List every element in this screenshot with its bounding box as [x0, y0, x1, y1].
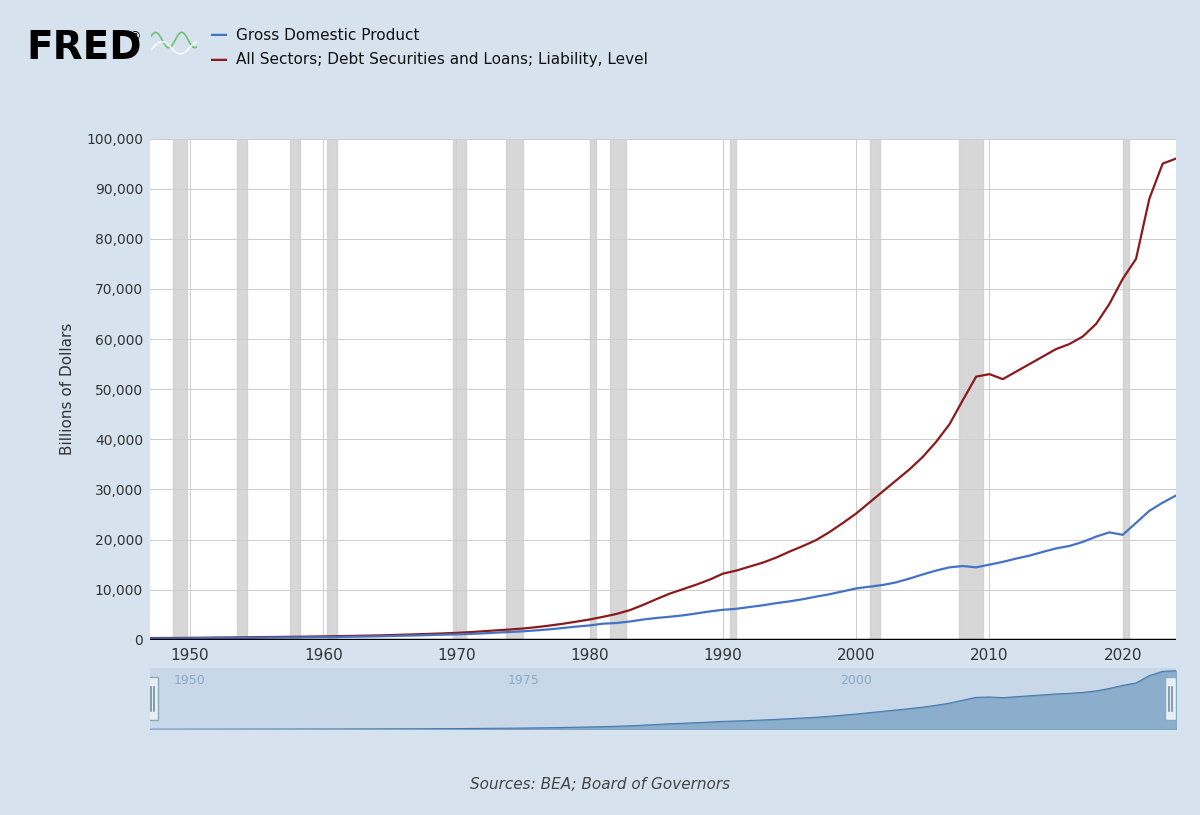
- Bar: [960, 139, 983, 640]
- Bar: [1123, 139, 1129, 640]
- Text: 1975: 1975: [508, 675, 539, 687]
- Bar: [290, 139, 300, 640]
- FancyBboxPatch shape: [148, 677, 158, 720]
- Bar: [173, 139, 187, 640]
- Bar: [730, 139, 737, 640]
- Bar: [610, 139, 626, 640]
- Text: Gross Domestic Product: Gross Domestic Product: [236, 28, 420, 42]
- Bar: [236, 139, 247, 640]
- FancyBboxPatch shape: [1165, 677, 1176, 720]
- Bar: [326, 139, 336, 640]
- Text: FRED: FRED: [26, 29, 142, 67]
- Text: Sources: BEA; Board of Governors: Sources: BEA; Board of Governors: [470, 778, 730, 792]
- Text: —: —: [210, 51, 228, 68]
- Bar: [870, 139, 880, 640]
- Text: All Sectors; Debt Securities and Loans; Liability, Level: All Sectors; Debt Securities and Loans; …: [236, 52, 648, 67]
- Bar: [589, 139, 596, 640]
- Y-axis label: Billions of Dollars: Billions of Dollars: [60, 323, 74, 456]
- Text: ®: ®: [128, 30, 140, 43]
- Text: —: —: [210, 26, 228, 44]
- Text: 1950: 1950: [174, 675, 206, 687]
- Bar: [454, 139, 467, 640]
- Bar: [506, 139, 523, 640]
- Text: 2000: 2000: [840, 675, 872, 687]
